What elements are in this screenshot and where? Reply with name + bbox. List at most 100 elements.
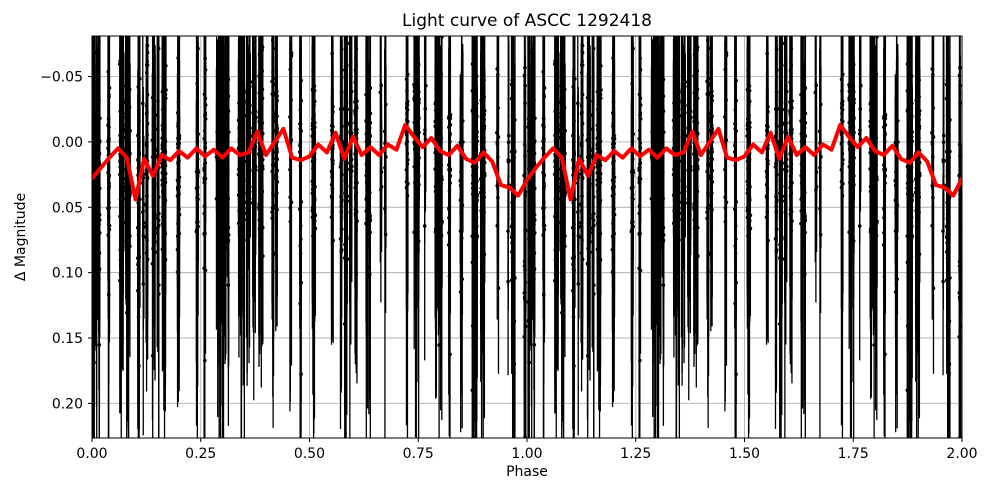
data-point — [509, 278, 514, 283]
data-point — [780, 161, 784, 165]
data-point — [253, 109, 258, 113]
data-point — [778, 139, 782, 144]
data-point — [127, 125, 131, 130]
data-point — [271, 93, 275, 98]
data-point — [893, 183, 898, 188]
data-point — [611, 56, 615, 60]
data-point — [343, 273, 348, 277]
data-point — [783, 63, 787, 68]
data-point — [595, 164, 600, 169]
data-point — [652, 170, 657, 174]
data-point — [223, 214, 228, 218]
data-point — [553, 103, 558, 107]
data-point — [656, 281, 661, 286]
data-point — [649, 196, 654, 201]
data-point — [745, 191, 750, 195]
data-point — [150, 138, 155, 142]
data-point — [513, 118, 517, 122]
data-point — [176, 111, 180, 115]
data-point — [778, 75, 783, 80]
data-point — [597, 135, 602, 139]
data-point — [160, 183, 165, 187]
data-point — [553, 154, 558, 159]
data-point — [176, 89, 181, 94]
data-point — [344, 126, 348, 131]
data-point — [800, 195, 804, 200]
data-point — [611, 120, 616, 124]
data-point — [779, 189, 784, 194]
data-point — [706, 46, 711, 51]
data-point — [311, 117, 316, 122]
data-point — [177, 212, 182, 217]
data-point — [747, 84, 752, 88]
data-point — [909, 215, 914, 220]
data-point — [163, 149, 168, 154]
data-point — [946, 301, 951, 305]
data-point — [176, 218, 181, 223]
data-point — [271, 150, 276, 154]
data-point — [481, 219, 486, 224]
data-point — [509, 96, 514, 101]
data-point — [344, 83, 348, 87]
data-point — [163, 201, 167, 205]
data-point — [945, 56, 950, 61]
data-point — [251, 197, 256, 201]
data-point — [458, 198, 463, 202]
data-point — [595, 183, 600, 187]
data-point — [163, 172, 167, 176]
data-point — [541, 70, 546, 74]
data-point — [686, 189, 691, 194]
data-point — [513, 276, 517, 280]
data-point — [196, 220, 200, 224]
data-point — [909, 174, 913, 179]
data-point — [612, 231, 617, 236]
data-point — [237, 208, 241, 213]
data-point — [870, 56, 875, 61]
data-point — [344, 234, 349, 239]
data-point — [595, 178, 599, 182]
data-point — [161, 194, 165, 199]
data-point — [946, 179, 950, 183]
data-point — [511, 81, 515, 85]
data-point — [474, 166, 479, 170]
data-point — [676, 218, 681, 222]
data-point — [659, 184, 664, 189]
data-point — [908, 269, 913, 274]
data-point — [946, 292, 951, 296]
data-point — [917, 136, 921, 140]
data-point — [510, 78, 515, 82]
data-point — [474, 215, 479, 220]
data-point — [435, 56, 440, 61]
data-point — [910, 234, 914, 238]
data-point — [541, 139, 545, 144]
data-point — [195, 157, 200, 161]
data-point — [917, 78, 921, 82]
data-point — [118, 278, 122, 283]
data-point — [459, 222, 464, 226]
data-point — [945, 207, 950, 212]
data-point — [630, 185, 635, 190]
data-point — [706, 38, 710, 43]
data-point — [946, 304, 951, 309]
data-point — [482, 160, 487, 165]
data-point — [223, 202, 228, 207]
data-point — [345, 122, 349, 127]
data-point — [254, 115, 258, 120]
data-point — [194, 229, 199, 234]
data-point — [343, 139, 347, 144]
data-point — [510, 158, 514, 163]
data-point — [252, 184, 257, 189]
data-point — [780, 130, 784, 135]
data-point — [799, 173, 804, 178]
data-point — [803, 111, 808, 116]
data-point — [221, 290, 225, 295]
data-point — [510, 138, 515, 142]
data-point — [651, 209, 655, 214]
data-point — [610, 247, 615, 252]
data-point — [802, 189, 806, 193]
data-point — [612, 179, 616, 184]
data-point — [473, 288, 478, 293]
data-point — [311, 178, 316, 183]
data-point — [585, 95, 590, 100]
data-point — [657, 221, 662, 225]
